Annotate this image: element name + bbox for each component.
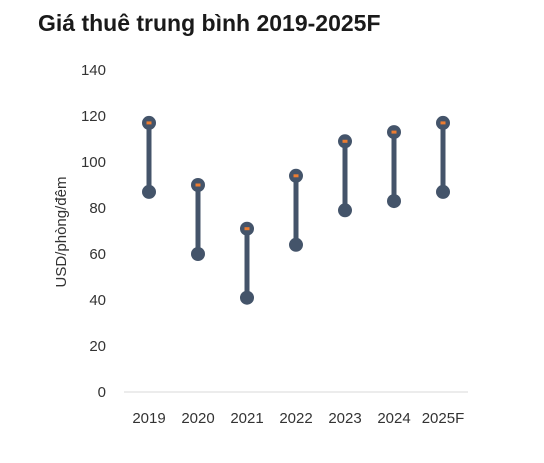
- x-tick-label: 2021: [230, 410, 263, 427]
- x-tick-label: 2024: [377, 410, 410, 427]
- y-tick-label: 20: [89, 338, 106, 355]
- high-marker: [342, 139, 348, 143]
- high-marker: [146, 121, 152, 125]
- high-marker: [391, 130, 397, 134]
- x-tick-label: 2019: [132, 410, 165, 427]
- y-tick-label: 60: [89, 246, 106, 263]
- range-mark: [191, 178, 205, 261]
- x-tick-label: 2025F: [422, 410, 465, 427]
- high-marker: [440, 121, 446, 125]
- y-axis-label: USD/phòng/đêm: [53, 177, 70, 288]
- y-tick-label: 80: [89, 200, 106, 217]
- low-point: [387, 194, 401, 209]
- y-tick-label: 40: [89, 292, 106, 309]
- low-point: [436, 184, 450, 199]
- range-mark: [436, 115, 450, 199]
- y-tick-label: 120: [81, 108, 106, 125]
- high-marker: [244, 227, 250, 231]
- x-tick-label: 2022: [279, 410, 312, 427]
- range-series: [142, 115, 450, 305]
- range-mark: [240, 221, 254, 305]
- range-mark: [142, 115, 156, 199]
- high-marker: [195, 183, 201, 187]
- low-point: [289, 237, 303, 252]
- x-tick-label: 2023: [328, 410, 361, 427]
- chart-title: Giá thuê trung bình 2019-2025F: [38, 10, 381, 36]
- y-tick-label: 140: [81, 62, 106, 79]
- range-mark: [387, 125, 401, 209]
- y-tick-label: 0: [98, 384, 106, 401]
- low-point: [142, 184, 156, 199]
- range-mark: [289, 168, 303, 252]
- y-tick-label: 100: [81, 154, 106, 171]
- y-tick-labels: 0 20 40 60 80 100 120 140: [81, 62, 106, 401]
- x-tick-labels: 2019 2020 2021 2022 2023 2024 2025F: [132, 410, 464, 427]
- low-point: [338, 203, 352, 218]
- low-point: [240, 290, 254, 305]
- low-point: [191, 247, 205, 261]
- range-mark: [338, 134, 352, 218]
- x-tick-label: 2020: [181, 410, 214, 427]
- high-marker: [293, 174, 299, 178]
